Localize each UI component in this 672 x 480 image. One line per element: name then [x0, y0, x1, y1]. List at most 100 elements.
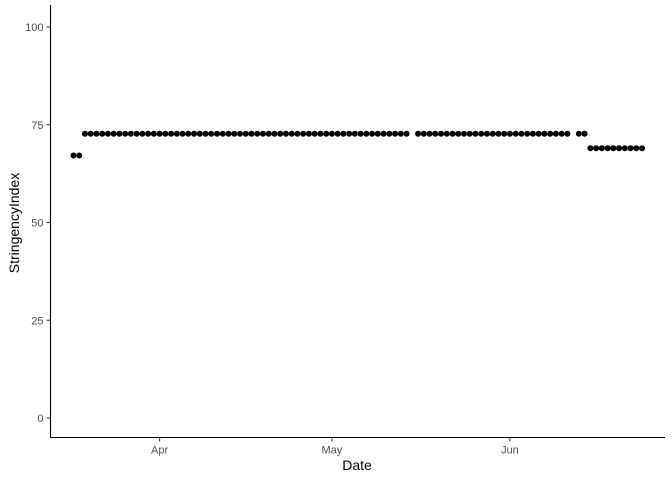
data-point: [604, 145, 611, 152]
data-point: [461, 130, 467, 137]
data-point: [237, 130, 244, 137]
data-point: [489, 130, 496, 137]
data-point: [598, 145, 605, 152]
y-tick-label: 25: [31, 315, 43, 327]
data-point: [466, 130, 473, 137]
x-tick-label: Apr: [151, 445, 168, 457]
data-point: [305, 130, 312, 137]
data-point: [438, 130, 445, 137]
data-point: [271, 130, 278, 137]
y-axis-ticks: 0 25 50 75 100: [25, 22, 51, 425]
data-point: [294, 130, 301, 137]
data-point: [495, 130, 502, 137]
data-point: [357, 130, 364, 137]
data-point: [185, 130, 192, 137]
data-point: [581, 130, 588, 137]
data-points: [70, 130, 646, 159]
data-point: [104, 130, 111, 137]
data-point: [311, 130, 318, 137]
data-point: [432, 130, 439, 137]
data-point: [621, 145, 628, 152]
data-point: [506, 130, 513, 137]
data-point: [616, 145, 623, 152]
data-point: [535, 130, 542, 137]
data-point: [512, 130, 519, 137]
data-point: [547, 130, 554, 137]
data-point: [254, 130, 261, 137]
data-point: [483, 130, 490, 137]
data-point: [392, 130, 399, 137]
data-point: [248, 130, 255, 137]
data-point: [259, 130, 266, 137]
data-point: [76, 152, 83, 159]
data-point: [633, 145, 640, 152]
x-axis-ticks: Apr May Jun: [151, 437, 519, 457]
y-axis-title: StringencyIndex: [6, 173, 22, 273]
data-point: [277, 130, 284, 137]
data-point: [529, 130, 536, 137]
data-point: [397, 130, 404, 137]
data-point: [87, 130, 94, 137]
data-point: [116, 130, 123, 137]
y-tick-label: 75: [31, 120, 43, 132]
data-point: [156, 130, 163, 137]
x-axis-title: Date: [342, 457, 372, 473]
data-point: [415, 130, 422, 137]
data-point: [334, 130, 341, 137]
data-point: [288, 130, 295, 137]
data-point: [70, 152, 77, 159]
data-point: [575, 130, 582, 137]
data-point: [386, 130, 393, 137]
data-point: [478, 130, 485, 137]
data-point: [99, 130, 106, 137]
data-point: [472, 130, 479, 137]
y-tick-label: 50: [31, 218, 43, 230]
data-point: [369, 130, 376, 137]
data-point: [323, 130, 330, 137]
data-point: [122, 130, 129, 137]
data-point: [328, 130, 335, 137]
data-point: [351, 130, 358, 137]
data-point: [552, 130, 559, 137]
data-point: [139, 130, 146, 137]
data-point: [265, 130, 272, 137]
data-point: [541, 130, 548, 137]
data-point: [219, 130, 226, 137]
data-point: [593, 145, 600, 152]
data-point: [374, 130, 381, 137]
data-point: [564, 130, 571, 137]
data-point: [145, 130, 152, 137]
data-point: [627, 145, 634, 152]
data-point: [168, 130, 175, 137]
data-point: [558, 130, 565, 137]
data-point: [340, 130, 347, 137]
data-point: [202, 130, 209, 137]
data-point: [242, 130, 249, 137]
data-point: [150, 130, 157, 137]
data-point: [93, 130, 100, 137]
data-point: [524, 130, 531, 137]
data-point: [449, 130, 456, 137]
data-point: [587, 145, 594, 152]
data-point: [179, 130, 186, 137]
data-point: [133, 130, 140, 137]
data-point: [282, 130, 289, 137]
data-point: [162, 130, 169, 137]
y-tick-label: 0: [37, 413, 43, 425]
x-tick-label: Jun: [501, 445, 519, 457]
data-point: [443, 130, 450, 137]
data-point: [363, 130, 370, 137]
data-point: [214, 130, 221, 137]
data-point: [110, 130, 117, 137]
data-point: [300, 130, 307, 137]
data-point: [380, 130, 387, 137]
x-tick-label: May: [322, 445, 343, 457]
data-point: [225, 130, 232, 137]
data-point: [208, 130, 215, 137]
data-point: [81, 130, 88, 137]
data-point: [426, 130, 433, 137]
data-point: [403, 130, 410, 137]
y-tick-label: 100: [25, 22, 43, 34]
data-point: [346, 130, 353, 137]
